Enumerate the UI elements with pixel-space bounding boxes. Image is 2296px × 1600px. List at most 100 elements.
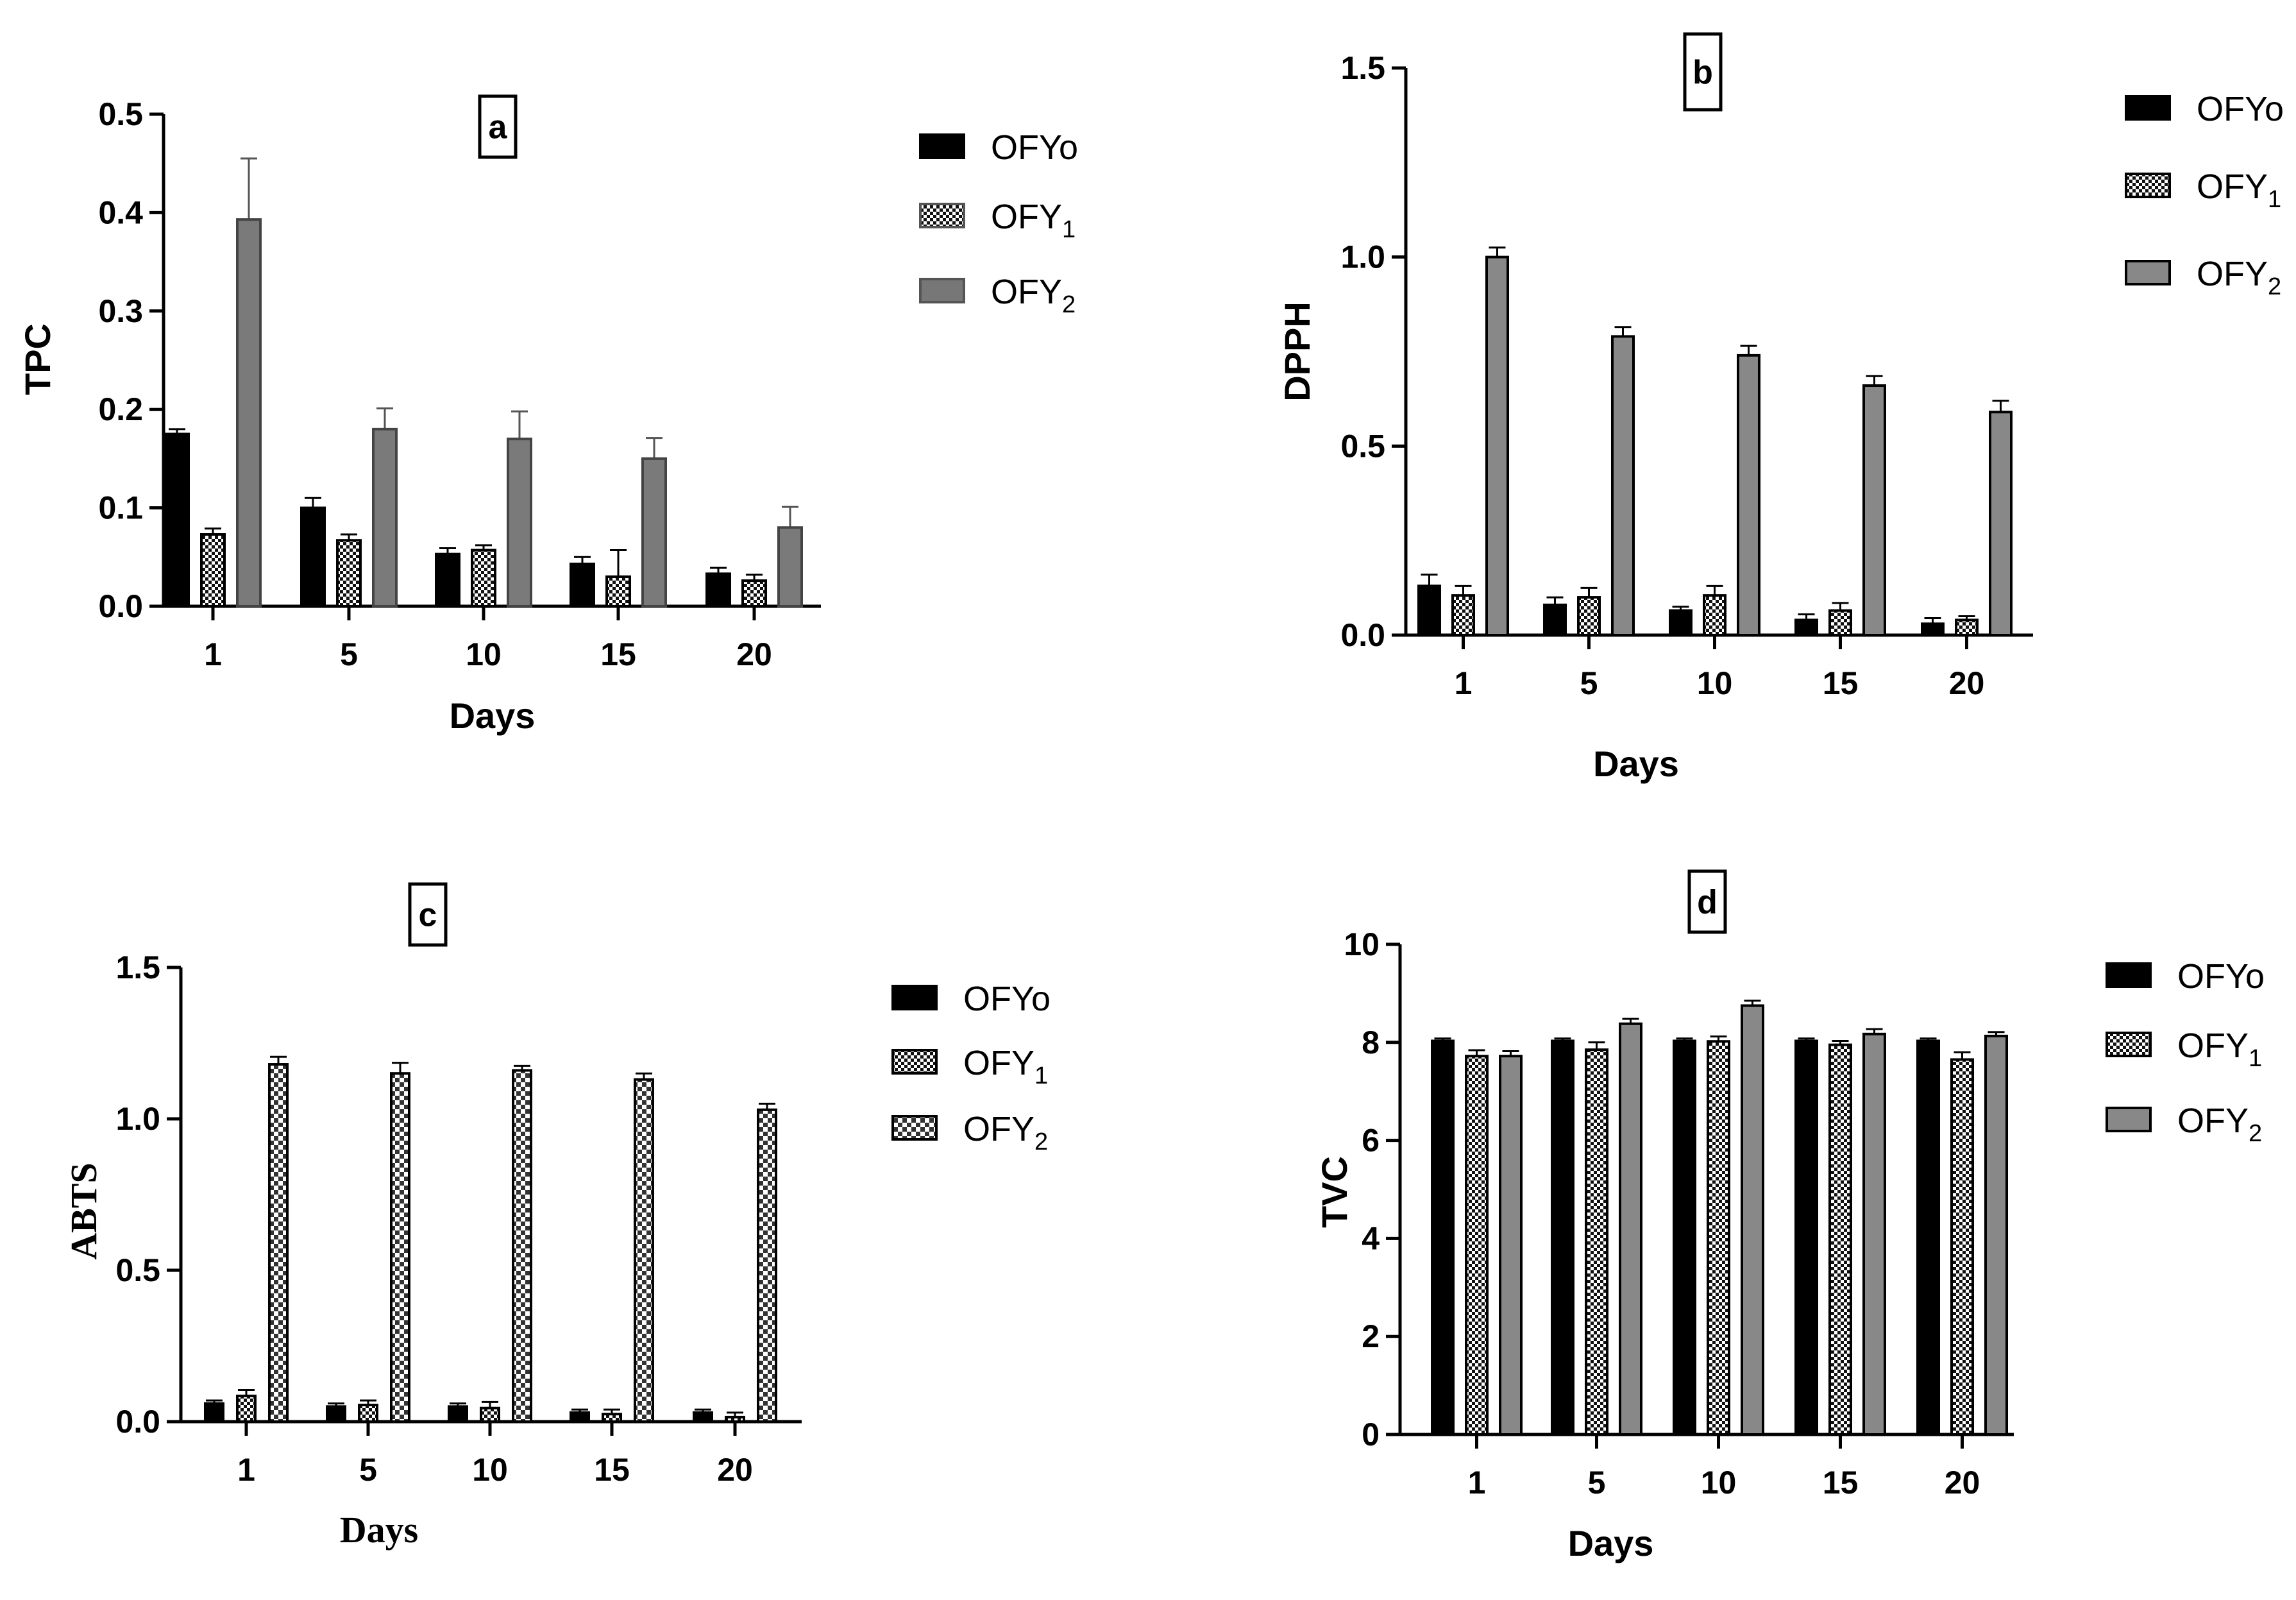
x-axis-label: Days	[1568, 1523, 1654, 1563]
bar-OFYo-day-15	[1794, 1039, 1818, 1436]
y-tick-label: 0.0	[115, 1404, 160, 1440]
x-tick-label: 20	[1945, 1465, 1980, 1501]
legend-entry-OFY2: OFY2	[2125, 255, 2281, 300]
bar-OFY2-day-15	[634, 1078, 654, 1423]
legend-swatch	[2125, 260, 2171, 285]
bar-OFY2-day-5	[390, 1072, 410, 1423]
bar-OFY1-day-20	[725, 1415, 745, 1423]
bar-OFY2-day-10	[507, 438, 532, 608]
legend-label: OFYo	[991, 128, 1078, 167]
x-tick-label: 20	[1949, 665, 1985, 701]
legend-swatch	[919, 133, 965, 159]
legend-label: OFYo	[963, 980, 1051, 1018]
legend-label: OFY1	[991, 198, 1076, 243]
panel-a: 0.00.10.20.30.40.51 5 10 15 20DaysTPCaOFYoOF…	[17, 94, 1078, 736]
bar-OFY2-day-5	[1611, 335, 1635, 637]
bar-OFY2-day-20	[777, 526, 803, 608]
x-tick-label: 1	[204, 636, 222, 672]
y-tick-label: 10	[1344, 926, 1380, 962]
bar-OFY1-day-10	[1707, 1040, 1730, 1436]
bar-OFY1-day-10	[471, 549, 496, 608]
bar-OFYo-day-20	[693, 1411, 713, 1424]
bar-OFY1-day-10	[1703, 594, 1726, 636]
y-tick-label: 4	[1362, 1220, 1380, 1256]
x-tick-label: 10	[472, 1452, 508, 1488]
x-tick-label: 15	[1823, 665, 1859, 701]
bar-OFYo-day-5	[326, 1405, 346, 1423]
y-tick-label: 1.5	[115, 949, 160, 985]
y-tick-label: 6	[1362, 1123, 1380, 1159]
legend-label: OFY1	[963, 1044, 1048, 1089]
y-tick-label: 0.1	[98, 490, 143, 526]
legend-label: OFY2	[963, 1110, 1048, 1155]
bar-OFYo-day-20	[1921, 622, 1945, 637]
x-tick-label: 15	[1823, 1465, 1859, 1501]
panel-label-box	[408, 882, 448, 947]
x-axis-label: Days	[450, 695, 536, 736]
y-tick-label: 0	[1362, 1417, 1380, 1452]
bar-OFY1-day-5	[336, 539, 362, 608]
legend-entry-OFY1: OFY1	[891, 1044, 1048, 1089]
panel-label: c	[419, 897, 437, 934]
y-tick-label: 0.5	[98, 96, 143, 132]
legend-entry-OFYo: OFYo	[891, 980, 1051, 1018]
bar-OFYo-day-1	[164, 432, 190, 608]
x-axis-label: Days	[340, 1509, 418, 1551]
legend-swatch	[2125, 173, 2171, 198]
bar-OFYo-day-20	[705, 572, 731, 608]
bar-OFY2-day-20	[1989, 411, 2013, 636]
legend-swatch	[891, 1115, 938, 1141]
bar-OFY1-day-15	[1828, 609, 1852, 637]
y-tick-label: 0.3	[98, 293, 143, 329]
legend-swatch	[2106, 962, 2152, 988]
bar-OFYo-day-1	[204, 1402, 224, 1423]
bar-OFY1-day-1	[200, 533, 226, 608]
x-tick-label: 10	[466, 636, 502, 672]
legend-swatch	[919, 278, 965, 303]
bar-OFY2-day-1	[268, 1063, 289, 1424]
panel-label: a	[489, 109, 508, 146]
legend-label: OFYo	[2177, 957, 2265, 996]
bar-OFYo-day-5	[1543, 603, 1567, 636]
x-tick-label: 5	[359, 1452, 377, 1488]
panel-label-box	[1687, 869, 1727, 934]
legend-label: OFY2	[2177, 1102, 2262, 1147]
bar-OFY1-day-20	[741, 579, 767, 608]
bar-OFY1-day-15	[605, 575, 631, 608]
bar-OFYo-day-15	[1794, 618, 1818, 637]
legend-swatch	[891, 985, 938, 1010]
legend-entry-OFY2: OFY2	[919, 273, 1076, 318]
bar-OFY1-day-1	[1451, 594, 1475, 636]
x-tick-label: 5	[1588, 1465, 1606, 1501]
y-tick-label: 0.4	[98, 194, 143, 230]
bar-OFYo-day-20	[1916, 1039, 1940, 1436]
y-tick-label: 0.0	[98, 588, 143, 624]
legend-entry-OFY1: OFY1	[2106, 1026, 2262, 1072]
panel-c: 0.00.51.01.51 5 10 15 20DaysABTScOFYoOFY1OFY…	[63, 882, 1051, 1551]
y-tick-label: 0.5	[115, 1252, 160, 1288]
bar-OFYo-day-10	[1673, 1039, 1696, 1436]
panel-b: 0.00.51.01.51 5 10 15 20DaysDPPHbOFYoOFY1OFY…	[1277, 32, 2284, 784]
bar-OFY1-day-1	[1465, 1055, 1489, 1436]
bar-OFYo-day-10	[1669, 609, 1692, 637]
legend-swatch	[919, 203, 965, 228]
bar-OFY2-day-1	[1499, 1055, 1523, 1436]
x-tick-label: 1	[1468, 1465, 1486, 1501]
x-tick-label: 5	[1580, 665, 1598, 701]
bar-OFYo-day-1	[1417, 584, 1441, 636]
y-tick-label: 0.5	[1340, 428, 1385, 464]
panel-label: b	[1692, 54, 1713, 91]
y-axis-label: DPPH	[1277, 302, 1317, 402]
legend-entry-OFY2: OFY2	[2106, 1102, 2262, 1147]
bar-OFY1-day-5	[358, 1404, 378, 1424]
bar-OFY1-day-20	[1950, 1058, 1974, 1436]
bar-OFYo-day-5	[300, 506, 326, 608]
legend-entry-OFY1: OFY1	[919, 198, 1076, 243]
legend-entry-OFYo: OFYo	[919, 128, 1078, 167]
bar-OFYo-day-5	[1551, 1039, 1574, 1436]
bar-OFY2-day-15	[641, 457, 667, 608]
bar-OFYo-day-10	[435, 552, 460, 608]
legend-entry-OFYo: OFYo	[2125, 90, 2284, 128]
x-tick-label: 1	[1455, 665, 1473, 701]
